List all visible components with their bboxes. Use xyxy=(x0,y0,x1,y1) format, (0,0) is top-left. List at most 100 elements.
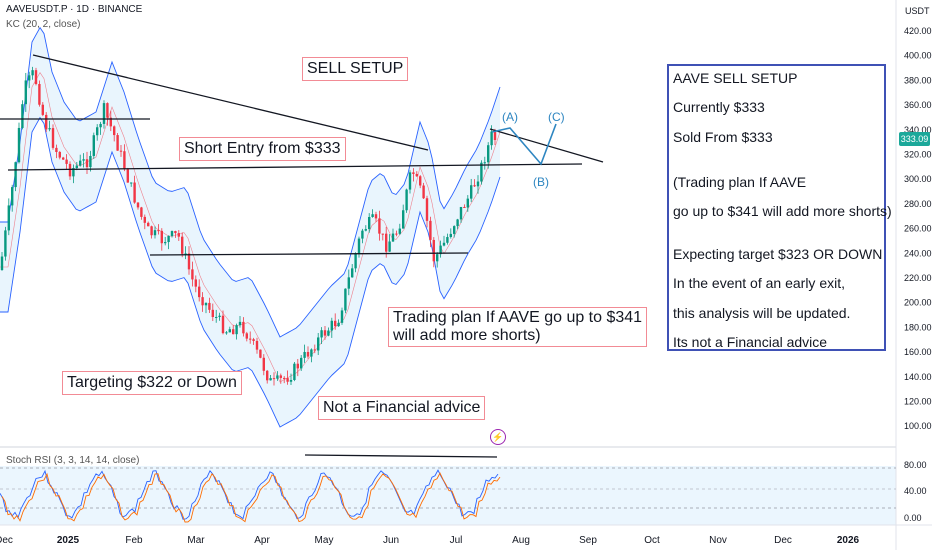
candle-body xyxy=(303,351,306,358)
candle-body xyxy=(109,117,112,127)
candle-body xyxy=(388,241,391,252)
summary-line: Expecting target $323 OR DOWN xyxy=(673,246,883,262)
price-tick: 160.00 xyxy=(904,347,932,357)
candle-body xyxy=(242,321,245,334)
candle-body xyxy=(473,185,476,187)
candle-body xyxy=(221,315,225,334)
candle-body xyxy=(487,145,490,163)
current-price-tag: 333.09 xyxy=(899,132,930,146)
price-axis: 420.00 400.00 380.00 360.00 340.00 320.00 300.… xyxy=(904,26,932,523)
candle-body xyxy=(283,377,286,379)
candle-body xyxy=(143,216,146,223)
candle-body xyxy=(398,228,401,234)
candle-body xyxy=(38,84,41,105)
candle-body xyxy=(351,268,354,278)
price-tick: 320.00 xyxy=(904,150,932,160)
price-tick: 420.00 xyxy=(904,26,932,36)
candle-body xyxy=(14,162,17,188)
summary-line: In the event of an early exit, xyxy=(673,275,845,291)
candle-body xyxy=(459,206,463,220)
candle-body xyxy=(130,182,133,184)
candle-body xyxy=(113,126,116,136)
currency-label: USDT xyxy=(905,6,930,16)
candle-body xyxy=(102,103,106,124)
wave-projection xyxy=(491,123,557,166)
candle-body xyxy=(235,325,238,335)
candle-body xyxy=(79,160,82,166)
candle-body xyxy=(361,230,364,239)
trading-plan-line-1: Trading plan If AAVE go up to $341 xyxy=(393,309,643,326)
candle-body xyxy=(320,330,323,338)
candle-body xyxy=(201,297,204,306)
price-tick: 200.00 xyxy=(904,298,932,308)
summary-line: this analysis will be updated. xyxy=(673,305,851,321)
candle-body xyxy=(211,309,214,318)
candle-body xyxy=(334,320,337,327)
targeting-label: Targeting $322 or Down xyxy=(62,371,242,395)
candlestick-series xyxy=(0,66,497,386)
indicator-label[interactable]: KC (20, 2, close) xyxy=(6,19,81,30)
analysis-summary-box: AAVE SELL SETUP Currently $333 Sold From… xyxy=(667,64,892,351)
candle-body xyxy=(480,162,483,182)
candle-body xyxy=(327,330,330,336)
candle-body xyxy=(323,330,327,336)
candle-body xyxy=(126,169,129,183)
candle-body xyxy=(266,370,269,381)
candle-body xyxy=(170,231,174,236)
candle-body xyxy=(405,189,408,211)
rsi-label[interactable]: Stoch RSI (3, 3, 14, 14, close) xyxy=(6,455,140,466)
time-tick: Dec xyxy=(774,535,792,546)
price-tick: 180.00 xyxy=(904,322,932,332)
candle-body xyxy=(402,210,405,229)
price-tick: 340.00 xyxy=(904,125,932,135)
candle-body xyxy=(456,219,459,227)
candle-body xyxy=(181,236,184,254)
candle-body xyxy=(238,321,242,326)
candle-body xyxy=(24,80,27,105)
price-tick: 220.00 xyxy=(904,273,932,283)
candle-body xyxy=(41,104,44,115)
candle-body xyxy=(340,310,344,323)
candle-body xyxy=(466,198,469,208)
candle-body xyxy=(354,253,357,269)
candle-body xyxy=(300,357,303,369)
candle-body xyxy=(0,256,4,270)
candle-body xyxy=(293,363,296,380)
candle-body xyxy=(296,363,299,369)
not-advice-label: Not a Financial advice xyxy=(318,396,486,420)
time-tick: May xyxy=(315,535,334,546)
candle-body xyxy=(7,205,10,231)
candle-body xyxy=(470,185,473,199)
candle-body xyxy=(21,104,24,128)
candle-body xyxy=(425,198,429,221)
lightning-icon[interactable]: ⚡ xyxy=(490,429,506,445)
candle-body xyxy=(68,163,72,177)
trading-plan-line-2: will add more shorts) xyxy=(393,327,541,344)
candle-body xyxy=(378,218,381,234)
candle-body xyxy=(395,233,398,235)
rsi-tick: 0.00 xyxy=(904,513,922,523)
candle-body xyxy=(153,230,157,236)
time-tick: Feb xyxy=(125,535,143,546)
candle-body xyxy=(337,322,340,327)
time-tick: Nov xyxy=(709,535,727,546)
candle-body xyxy=(51,128,55,148)
horizontal-level-2 xyxy=(7,163,583,171)
rsi-tick: 40.00 xyxy=(904,486,927,496)
candle-body xyxy=(140,207,143,217)
candle-body xyxy=(164,242,167,244)
candle-body xyxy=(272,378,276,380)
candle-body xyxy=(167,235,170,243)
candle-body xyxy=(245,333,248,339)
candle-body xyxy=(446,237,449,243)
candle-body xyxy=(330,320,333,331)
keltner-channel xyxy=(0,26,501,428)
candle-body xyxy=(269,378,272,381)
candle-body xyxy=(187,253,191,270)
candle-body xyxy=(344,288,347,311)
candle-body xyxy=(357,238,361,254)
candle-body xyxy=(31,70,34,76)
price-tick: 100.00 xyxy=(904,421,932,431)
symbol-title[interactable]: AAVEUSDT.P · 1D · BINANCE xyxy=(6,4,143,15)
